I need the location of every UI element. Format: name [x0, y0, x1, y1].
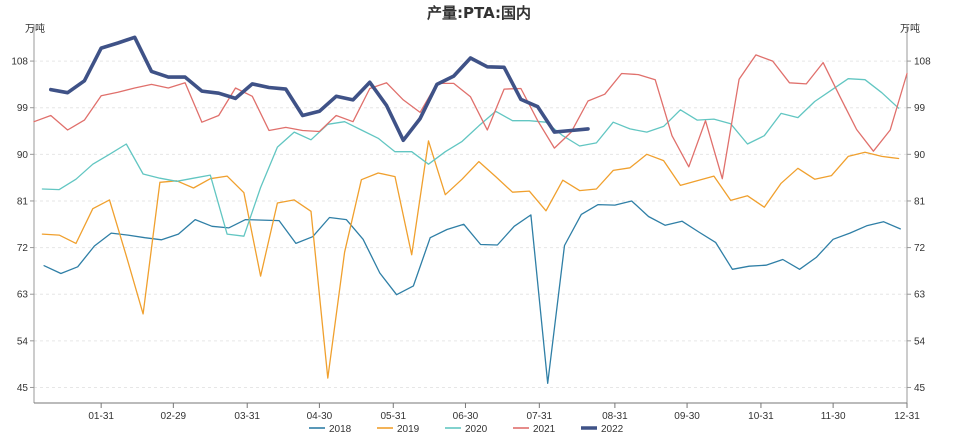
series-line-2018 [43, 200, 901, 384]
series-line-2019 [41, 140, 900, 379]
y-tick-label-right: 63 [914, 290, 926, 301]
legend-label: 2021 [533, 424, 556, 435]
legend-label: 2019 [397, 424, 420, 435]
series-line-2020 [41, 78, 900, 237]
x-tick-label: 12-31 [894, 411, 920, 422]
series-line-2021 [33, 54, 908, 180]
x-tick-label: 07-31 [527, 411, 553, 422]
x-tick-label: 05-31 [380, 411, 406, 422]
legend-item-2021[interactable]: 2021 [513, 424, 556, 435]
y-tick-label-left: 54 [17, 336, 29, 347]
x-tick-label: 04-30 [307, 411, 333, 422]
y-tick-label-right: 108 [914, 57, 931, 68]
axes: 45 45 54 54 63 63 72 72 81 81 90 90 99 99 108 108 01-31 0… [11, 24, 931, 422]
x-tick-label: 06-30 [453, 411, 479, 422]
series-line-2022 [48, 35, 590, 143]
y-tick-label-left: 72 [17, 243, 29, 254]
y-tick-label-left: 90 [17, 150, 29, 161]
chart-title: 产量:PTA:国内 [427, 4, 531, 22]
grid-lines [34, 60, 907, 388]
x-tick-label: 03-31 [234, 411, 260, 422]
legend-item-2018[interactable]: 2018 [309, 424, 352, 435]
y-tick-label-left: 63 [17, 290, 29, 301]
y-tick-label-right: 45 [914, 383, 926, 394]
series-lines [33, 35, 908, 384]
x-tick-label: 11-30 [821, 411, 846, 422]
right-axis-unit: 万吨 [900, 22, 920, 35]
y-tick-label-right: 90 [914, 150, 926, 161]
y-tick-label-left: 45 [17, 383, 29, 394]
legend-label: 2022 [601, 424, 624, 435]
legend-label: 2018 [329, 424, 352, 435]
y-tick-label-right: 54 [914, 336, 926, 347]
legend-item-2019[interactable]: 2019 [377, 424, 420, 435]
y-tick-label-right: 81 [914, 196, 926, 207]
y-tick-label-left: 99 [17, 103, 29, 114]
legend-item-2020[interactable]: 2020 [445, 424, 488, 435]
y-tick-label-right: 72 [914, 243, 926, 254]
x-tick-label: 08-31 [602, 411, 628, 422]
x-tick-label: 09-30 [674, 411, 700, 422]
x-tick-label: 02-29 [161, 411, 187, 422]
legend: 2018 2019 2020 2021 2022 [309, 424, 624, 435]
legend-item-2022[interactable]: 2022 [581, 424, 624, 435]
legend-label: 2020 [465, 424, 488, 435]
y-tick-label-left: 81 [17, 196, 29, 207]
y-tick-label-right: 99 [914, 103, 926, 114]
x-tick-label: 10-31 [748, 411, 774, 422]
y-tick-label-left: 108 [11, 57, 28, 68]
x-tick-label: 01-31 [88, 411, 114, 422]
left-axis-unit: 万吨 [25, 22, 45, 35]
